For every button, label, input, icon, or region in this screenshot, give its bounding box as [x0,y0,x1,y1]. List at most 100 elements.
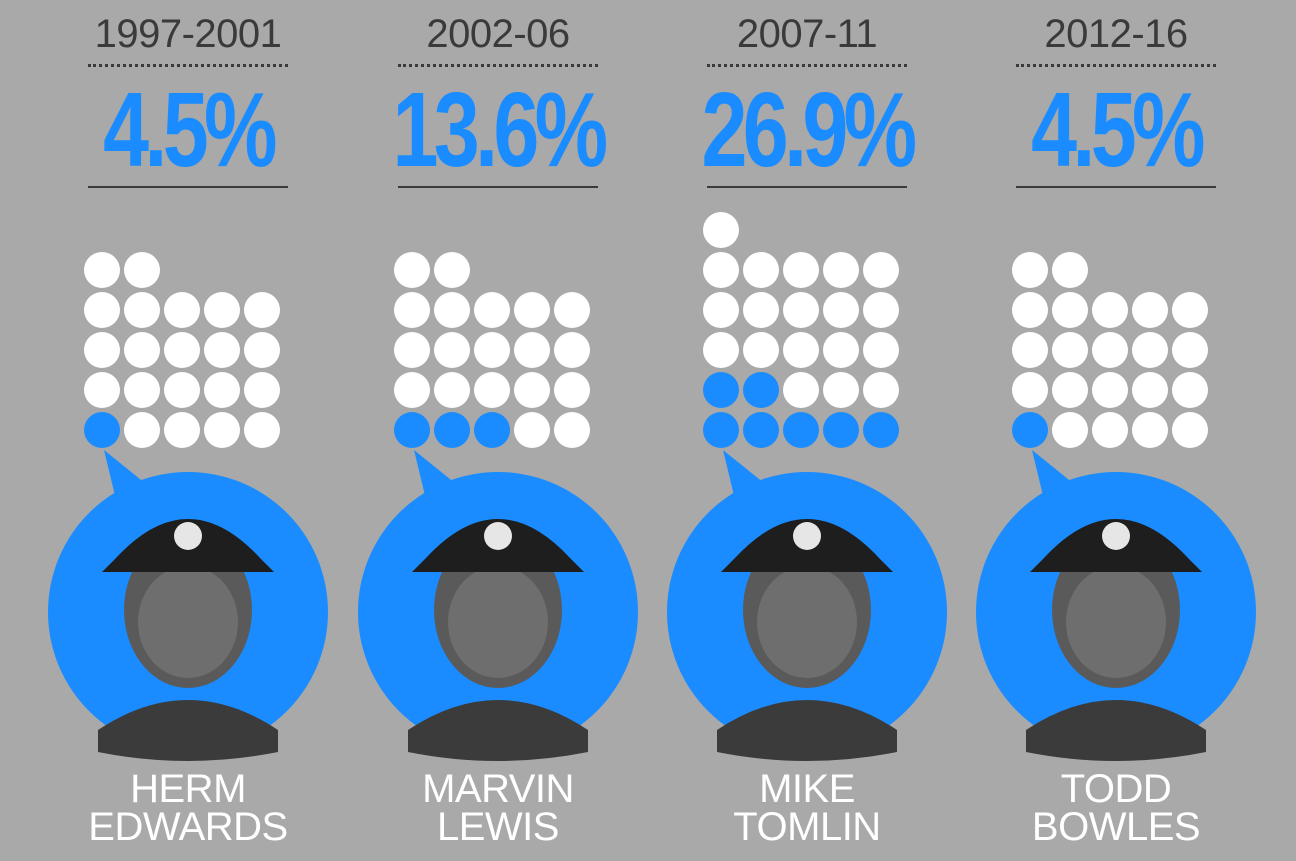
coach-last-name: LEWIS [437,805,559,849]
dot [164,292,200,328]
dot-highlighted [703,372,739,408]
dot-highlighted [743,372,779,408]
dot [783,372,819,408]
dot [474,372,510,408]
dot [164,372,200,408]
dot [703,252,739,288]
coach-name: MARVIN LEWIS [348,767,648,849]
coach-photo-icon [667,450,947,761]
period-label: 2007-11 [736,12,878,56]
portrait-shoulders [1026,700,1206,761]
dot [1172,332,1208,368]
dot [514,292,550,328]
dot [394,292,430,328]
dotted-divider [88,64,288,67]
portrait-shoulders [98,700,278,761]
coach-first-name: MARVIN [422,767,574,811]
coach-last-name: TOMLIN [733,805,881,849]
dot [863,332,899,368]
dot-highlighted [434,412,470,448]
dot [823,372,859,408]
dot [1052,292,1088,328]
dot [84,372,120,408]
dot [124,292,160,328]
dot [124,412,160,448]
dot [783,252,819,288]
dot-highlighted [394,412,430,448]
solid-divider [398,186,598,188]
dotted-divider [1016,64,1216,67]
dot [1012,332,1048,368]
dot-highlighted [703,412,739,448]
coach-name: HERM EDWARDS [38,767,338,849]
dot [1132,372,1168,408]
dot [1052,332,1088,368]
dot [84,252,120,288]
portrait-shoulders [717,700,897,761]
coach-first-name: TODD [1060,767,1172,811]
dot [1092,372,1128,408]
dot [124,252,160,288]
dot [434,372,470,408]
dot-highlighted [783,412,819,448]
percent-label: 4.5% [1031,71,1205,189]
dot [863,252,899,288]
dot [434,252,470,288]
dot [703,292,739,328]
dot-highlighted [1012,412,1048,448]
dot [244,292,280,328]
dot [244,332,280,368]
dot [1092,332,1128,368]
dot [554,372,590,408]
dot [554,292,590,328]
dot [863,292,899,328]
dot-highlighted [743,412,779,448]
solid-divider [707,186,907,188]
dot-highlighted [474,412,510,448]
dot [434,332,470,368]
dot-grid [348,0,648,460]
dot [1132,332,1168,368]
portrait-face [757,566,857,678]
dot [823,332,859,368]
dot [743,292,779,328]
dot [1012,292,1048,328]
dot [783,332,819,368]
dot-grid [38,0,338,460]
panel-4: 2012-16 4.5% TODD BOWLES [966,0,1266,861]
coach-name: TODD BOWLES [966,767,1266,847]
percent-label: 26.9% [701,71,917,189]
coach-name: MIKE TOMLIN [657,767,957,849]
dot [1092,412,1128,448]
dot [474,292,510,328]
dotted-divider [707,64,907,67]
dot [1132,412,1168,448]
dot [554,332,590,368]
dot [1092,292,1128,328]
dot-grid [966,0,1266,460]
period-label: 2012-16 [1044,12,1188,56]
portrait-cap-logo [793,522,821,550]
coach-first-name: HERM [130,767,246,811]
portrait-cap-logo [484,522,512,550]
dot [204,372,240,408]
dot [823,252,859,288]
dot [1052,252,1088,288]
dot [124,332,160,368]
dot [1012,252,1048,288]
coach-photo-icon [358,450,638,761]
solid-divider [1016,186,1216,188]
dot [1132,292,1168,328]
dot [394,332,430,368]
percent-label: 4.5% [103,71,277,189]
dot [703,332,739,368]
dot [204,292,240,328]
dot [554,412,590,448]
coach-photo-icon [48,450,328,761]
portrait-face [138,566,238,678]
coach-first-name: MIKE [759,767,855,811]
coach-last-name: EDWARDS [88,805,288,849]
portrait-shoulders [408,700,588,761]
dot-highlighted [823,412,859,448]
